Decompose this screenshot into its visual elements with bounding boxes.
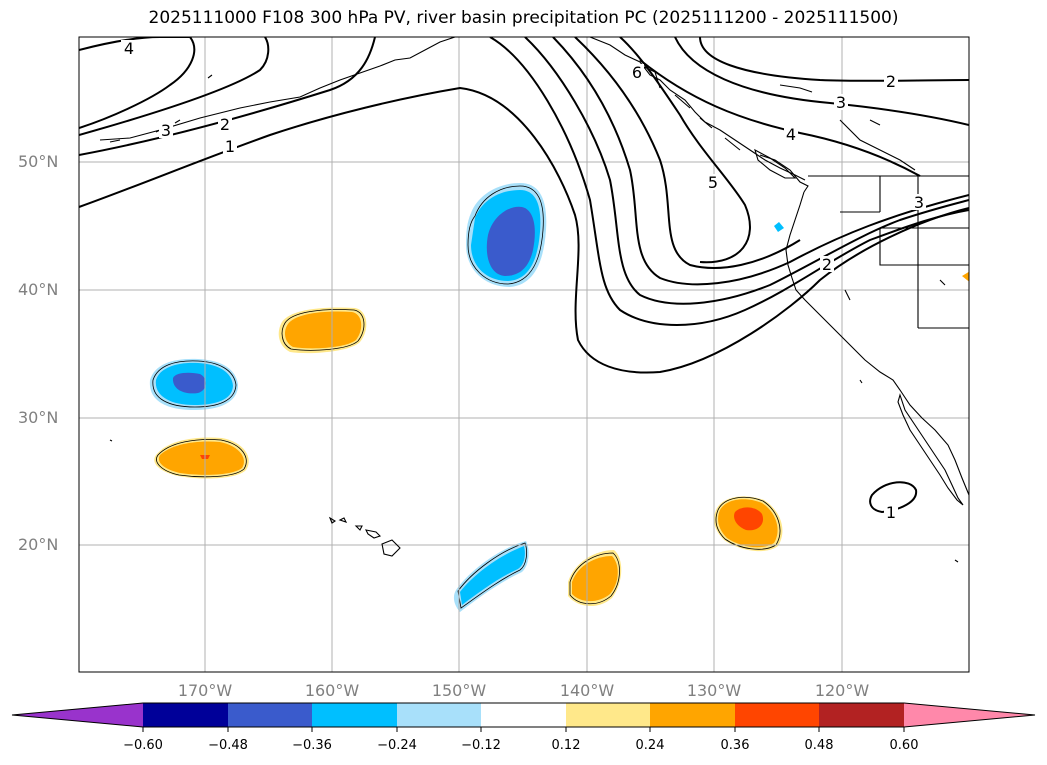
colorbar-extend-max [904,703,1035,727]
contour-label: 1 [225,137,235,156]
lon-label: 120°W [814,681,870,700]
colorbar [11,702,1036,732]
colorbar-bin [819,703,904,727]
contour-label: 4 [786,125,796,144]
pv-contour-3 [524,37,969,305]
contour-labels: 4 3 2 1 6 5 2 3 4 3 2 1 [121,39,926,522]
pv-contour-4 [552,37,969,286]
colorbar-tick-label: 0.36 [720,738,750,753]
contour-label: 2 [220,115,230,134]
contour-label: 3 [161,121,171,140]
contour-label: 5 [708,173,718,192]
lon-label: 130°W [686,681,742,700]
pv-contour-2 [699,37,969,82]
colorbar-bin [397,703,481,727]
graticule [79,37,969,672]
colorbar-tick-label: 0.24 [635,738,665,753]
precip-anomaly-fills [149,183,969,612]
map-frame [78,36,970,673]
pv-contour-1 [79,86,969,374]
pv-contour-4 [79,37,196,129]
lon-label: 170°W [177,681,233,700]
lon-label: 140°W [559,681,615,700]
pv-contour-3 [674,37,969,126]
colorbar-bin [650,703,735,727]
pv-contour-2 [489,37,969,326]
positive-anomaly-region [962,271,969,282]
colorbar-tick-label: −0.60 [123,738,163,753]
colorbar-bin [481,703,566,727]
colorbar-extend-min [12,703,143,727]
coastlines [99,37,969,563]
colorbar-tick-label: 0.60 [889,738,919,753]
contour-label: 4 [124,39,134,58]
colorbar-bin [566,703,650,727]
contour-label: 2 [822,255,832,274]
negative-anomaly-region [774,222,784,232]
colorbar-tick-label: −0.12 [461,738,501,753]
contour-label: 3 [914,193,924,212]
colorbar-bin [735,703,819,727]
pv-contour-4 [639,59,921,177]
lat-label: 30°N [18,408,59,427]
contour-label: 6 [632,63,642,82]
colorbar-bin [228,703,312,727]
colorbar-tick-label: 0.48 [804,738,834,753]
contour-label: 3 [836,93,846,112]
colorbar-tick-label: −0.24 [377,738,417,753]
map-title: 2025111000 F108 300 hPa PV, river basin … [148,8,899,28]
lat-label: 40°N [18,280,59,299]
contour-label: 2 [886,72,896,91]
lat-label: 50°N [18,152,59,171]
lon-label: 160°W [304,681,360,700]
colorbar-bin [312,703,397,727]
lat-label: 20°N [18,535,59,554]
lon-label: 150°W [431,681,487,700]
colorbar-tick-label: 0.12 [551,738,581,753]
colorbar-bin [143,703,228,727]
colorbar-tick-label: −0.36 [292,738,332,753]
pv-contour-3 [79,37,270,136]
colorbar-tick-label: −0.48 [208,738,248,753]
contour-label: 1 [886,503,896,522]
pv-contour-1 [869,481,918,514]
pv-contour-6 [619,37,751,264]
pv-contour-5 [574,37,801,269]
pv-contour-2 [79,37,376,156]
pv-contours [79,37,969,514]
